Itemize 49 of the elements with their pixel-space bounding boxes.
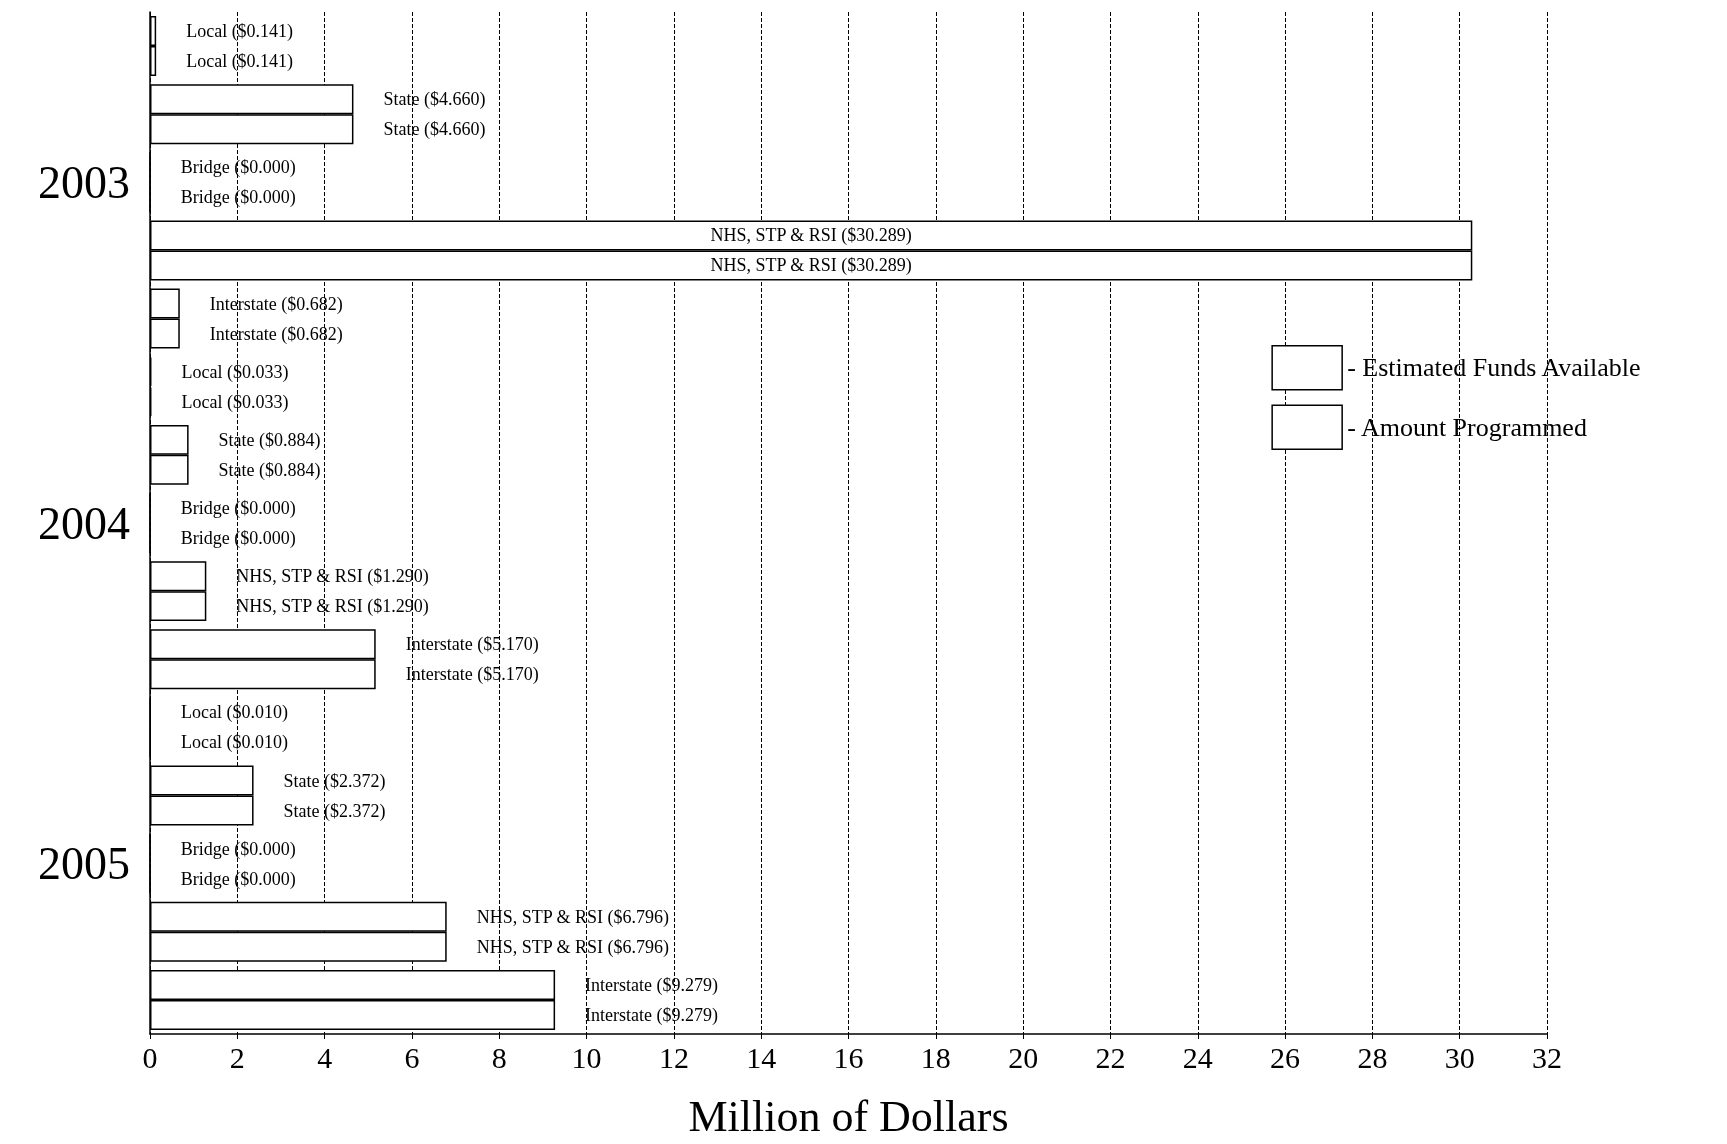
data-label: State ($4.660) (383, 119, 486, 141)
x-tick-label: 12 (658, 1040, 689, 1074)
x-tick-label: 16 (833, 1040, 864, 1074)
data-label: Interstate ($9.279) (585, 974, 719, 996)
data-label: Interstate ($5.170) (405, 664, 539, 686)
legend-label: - Amount Programmed (1347, 412, 1587, 442)
data-label: Bridge ($0.000) (180, 157, 296, 179)
x-tick-label: 18 (920, 1040, 951, 1074)
x-tick-label: 26 (1270, 1040, 1301, 1074)
data-label: Local ($0.033) (181, 391, 289, 413)
y-tick-label: 2005 (38, 838, 130, 890)
x-tick-label: 4 (317, 1040, 333, 1074)
data-label: Bridge ($0.000) (180, 868, 296, 890)
data-label: Interstate ($0.682) (209, 323, 343, 345)
x-tick-label: 8 (491, 1040, 507, 1074)
data-label: State ($2.372) (283, 770, 386, 792)
data-label: NHS, STP & RSI ($30.289) (710, 255, 912, 277)
data-label: NHS, STP & RSI ($30.289) (710, 225, 912, 247)
y-tick-label: 2004 (38, 497, 130, 549)
data-label: State ($0.884) (218, 429, 321, 451)
x-tick-label: 2 (229, 1040, 245, 1074)
data-label: Local ($0.141) (186, 21, 294, 43)
y-tick-label: 2003 (38, 156, 130, 208)
data-label: Bridge ($0.000) (180, 498, 296, 520)
x-tick-label: 28 (1357, 1040, 1388, 1074)
x-tick-label: 6 (404, 1040, 420, 1074)
data-label: State ($2.372) (283, 800, 386, 822)
x-tick-label: 14 (746, 1040, 777, 1074)
data-label: Local ($0.010) (180, 702, 288, 724)
data-label: Interstate ($0.682) (209, 293, 343, 315)
data-label: Local ($0.033) (181, 361, 289, 383)
legend-label: - Estimated Funds Available (1347, 353, 1641, 383)
data-label: State ($0.884) (218, 459, 321, 481)
data-label: Bridge ($0.000) (180, 527, 296, 549)
data-label: Interstate ($9.279) (585, 1004, 719, 1026)
x-tick-label: 20 (1008, 1040, 1039, 1074)
x-tick-label: 30 (1444, 1040, 1475, 1074)
x-tick-label: 24 (1182, 1040, 1213, 1074)
data-label: Local ($0.010) (180, 732, 288, 754)
x-tick-label: 22 (1095, 1040, 1126, 1074)
x-tick-label: 32 (1532, 1040, 1562, 1074)
x-tick-label: 0 (142, 1040, 158, 1074)
data-label: State ($4.660) (383, 89, 486, 111)
data-label: Local ($0.141) (186, 51, 294, 73)
data-label: Bridge ($0.000) (180, 187, 296, 209)
x-tick-label: 10 (571, 1040, 602, 1074)
x-axis-title: Million of Dollars (688, 1091, 1009, 1141)
data-label: Bridge ($0.000) (180, 838, 296, 860)
data-label: Interstate ($5.170) (405, 634, 539, 656)
